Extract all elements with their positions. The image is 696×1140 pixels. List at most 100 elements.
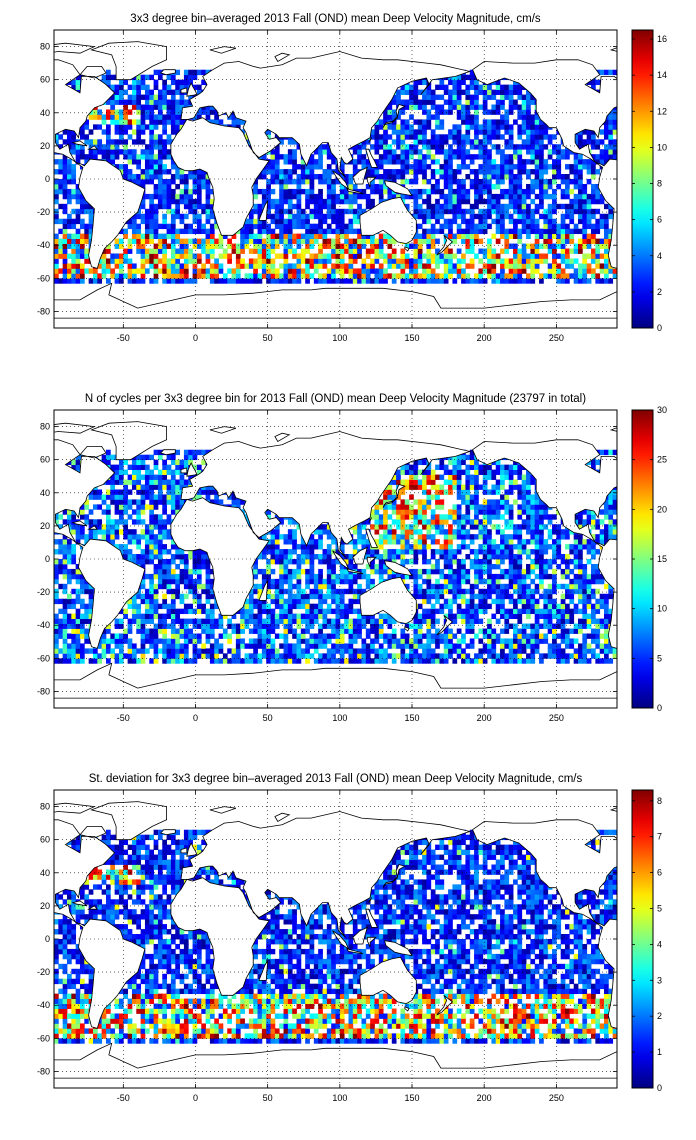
heatmap-cell bbox=[179, 213, 185, 220]
heatmap-cell bbox=[140, 563, 146, 570]
heatmap-cell bbox=[448, 144, 453, 150]
heatmap-cell bbox=[131, 218, 137, 225]
heatmap-cell bbox=[58, 628, 64, 634]
heatmap-cell bbox=[530, 124, 536, 130]
heatmap-cell bbox=[79, 223, 85, 230]
heatmap-cell bbox=[54, 248, 59, 254]
heatmap-cell bbox=[110, 258, 116, 264]
heatmap-cell bbox=[144, 603, 150, 610]
heatmap-cell bbox=[136, 119, 142, 125]
heatmap-cell bbox=[300, 253, 306, 259]
heatmap-cell bbox=[149, 74, 155, 81]
heatmap-cell bbox=[136, 164, 142, 170]
heatmap-cell bbox=[326, 198, 332, 205]
heatmap-cell bbox=[183, 253, 189, 259]
heatmap-cell bbox=[539, 139, 544, 145]
heatmap-cell bbox=[513, 243, 518, 249]
heatmap-cell bbox=[387, 124, 393, 130]
heatmap-cell bbox=[361, 188, 367, 195]
heatmap-cell bbox=[62, 238, 68, 244]
heatmap-cell bbox=[71, 529, 77, 535]
heatmap-cell bbox=[54, 258, 59, 264]
heatmap-cell bbox=[296, 198, 302, 205]
heatmap-cell bbox=[404, 104, 410, 110]
heatmap-cell bbox=[474, 89, 479, 95]
heatmap-cell bbox=[79, 588, 85, 595]
heatmap-cell bbox=[183, 263, 189, 269]
heatmap-cell bbox=[547, 228, 553, 235]
heatmap-cell bbox=[88, 114, 94, 120]
heatmap-cell bbox=[66, 593, 72, 600]
heatmap-cell bbox=[387, 169, 393, 175]
heatmap-cell bbox=[387, 149, 393, 155]
heatmap-cell bbox=[383, 174, 388, 180]
heatmap-cell bbox=[54, 643, 59, 649]
heatmap-cell bbox=[452, 139, 458, 145]
heatmap-cell bbox=[391, 114, 397, 120]
heatmap-cell bbox=[209, 243, 215, 249]
heatmap-cell bbox=[443, 89, 449, 95]
heatmap-cell bbox=[469, 159, 475, 165]
heatmap-cell bbox=[452, 179, 458, 185]
heatmap-cell bbox=[513, 89, 518, 95]
heatmap-cell bbox=[58, 159, 64, 165]
heatmap-cell bbox=[157, 134, 163, 140]
heatmap-cell bbox=[352, 268, 358, 274]
heatmap-cell bbox=[157, 169, 163, 175]
heatmap-cell bbox=[300, 258, 306, 264]
heatmap-cell bbox=[127, 119, 133, 125]
y-tick-label: 20 bbox=[40, 141, 50, 151]
heatmap-cell bbox=[257, 243, 263, 249]
heatmap-cell bbox=[313, 268, 319, 274]
heatmap-cell bbox=[513, 268, 518, 274]
heatmap-cell bbox=[101, 633, 107, 639]
heatmap-cell bbox=[326, 273, 332, 279]
heatmap-cell bbox=[62, 183, 68, 190]
heatmap-cell bbox=[270, 243, 276, 249]
heatmap-cell bbox=[75, 218, 81, 225]
heatmap-cell bbox=[127, 658, 133, 664]
heatmap-cell bbox=[274, 174, 280, 180]
heatmap-cell bbox=[599, 129, 605, 135]
heatmap-cell bbox=[175, 203, 180, 210]
heatmap-cell bbox=[482, 84, 488, 90]
heatmap-cell bbox=[54, 588, 59, 595]
heatmap-cell bbox=[123, 628, 129, 634]
heatmap-cell bbox=[443, 263, 449, 269]
heatmap-cell bbox=[352, 248, 358, 254]
heatmap-cell bbox=[110, 454, 116, 461]
heatmap-cell bbox=[474, 94, 479, 100]
heatmap-cell bbox=[79, 248, 85, 254]
heatmap-cell bbox=[430, 268, 436, 274]
heatmap-cell bbox=[88, 494, 94, 500]
panel-2: -50 0 50 100 150 200 250806040200-20-40-60-80N… bbox=[37, 393, 667, 723]
heatmap-cell bbox=[430, 253, 436, 259]
heatmap-cell bbox=[591, 273, 596, 279]
heatmap-cell bbox=[261, 238, 267, 244]
heatmap-cell bbox=[465, 238, 471, 244]
heatmap-cell bbox=[521, 263, 527, 269]
heatmap-cell bbox=[175, 84, 180, 90]
heatmap-cell bbox=[578, 213, 583, 220]
heatmap-cell bbox=[513, 193, 518, 200]
heatmap-cell bbox=[439, 109, 445, 115]
heatmap-cell bbox=[374, 253, 380, 259]
heatmap-cell bbox=[461, 238, 466, 244]
heatmap-cell bbox=[374, 129, 380, 135]
heatmap-cell bbox=[110, 638, 116, 644]
heatmap-cell bbox=[149, 164, 155, 170]
heatmap-cell bbox=[131, 89, 137, 95]
heatmap-cell bbox=[105, 658, 111, 664]
heatmap-cell bbox=[54, 559, 59, 565]
heatmap-cell bbox=[192, 84, 198, 90]
heatmap-cell bbox=[131, 598, 137, 605]
heatmap-cell bbox=[66, 549, 72, 555]
heatmap-cell bbox=[140, 179, 146, 185]
heatmap-cell bbox=[443, 233, 449, 239]
heatmap-cell bbox=[534, 179, 540, 185]
heatmap-cell bbox=[478, 144, 484, 150]
heatmap-cell bbox=[123, 228, 129, 235]
heatmap-cell bbox=[396, 174, 401, 180]
heatmap-cell bbox=[348, 238, 354, 244]
heatmap-cell bbox=[465, 218, 471, 225]
